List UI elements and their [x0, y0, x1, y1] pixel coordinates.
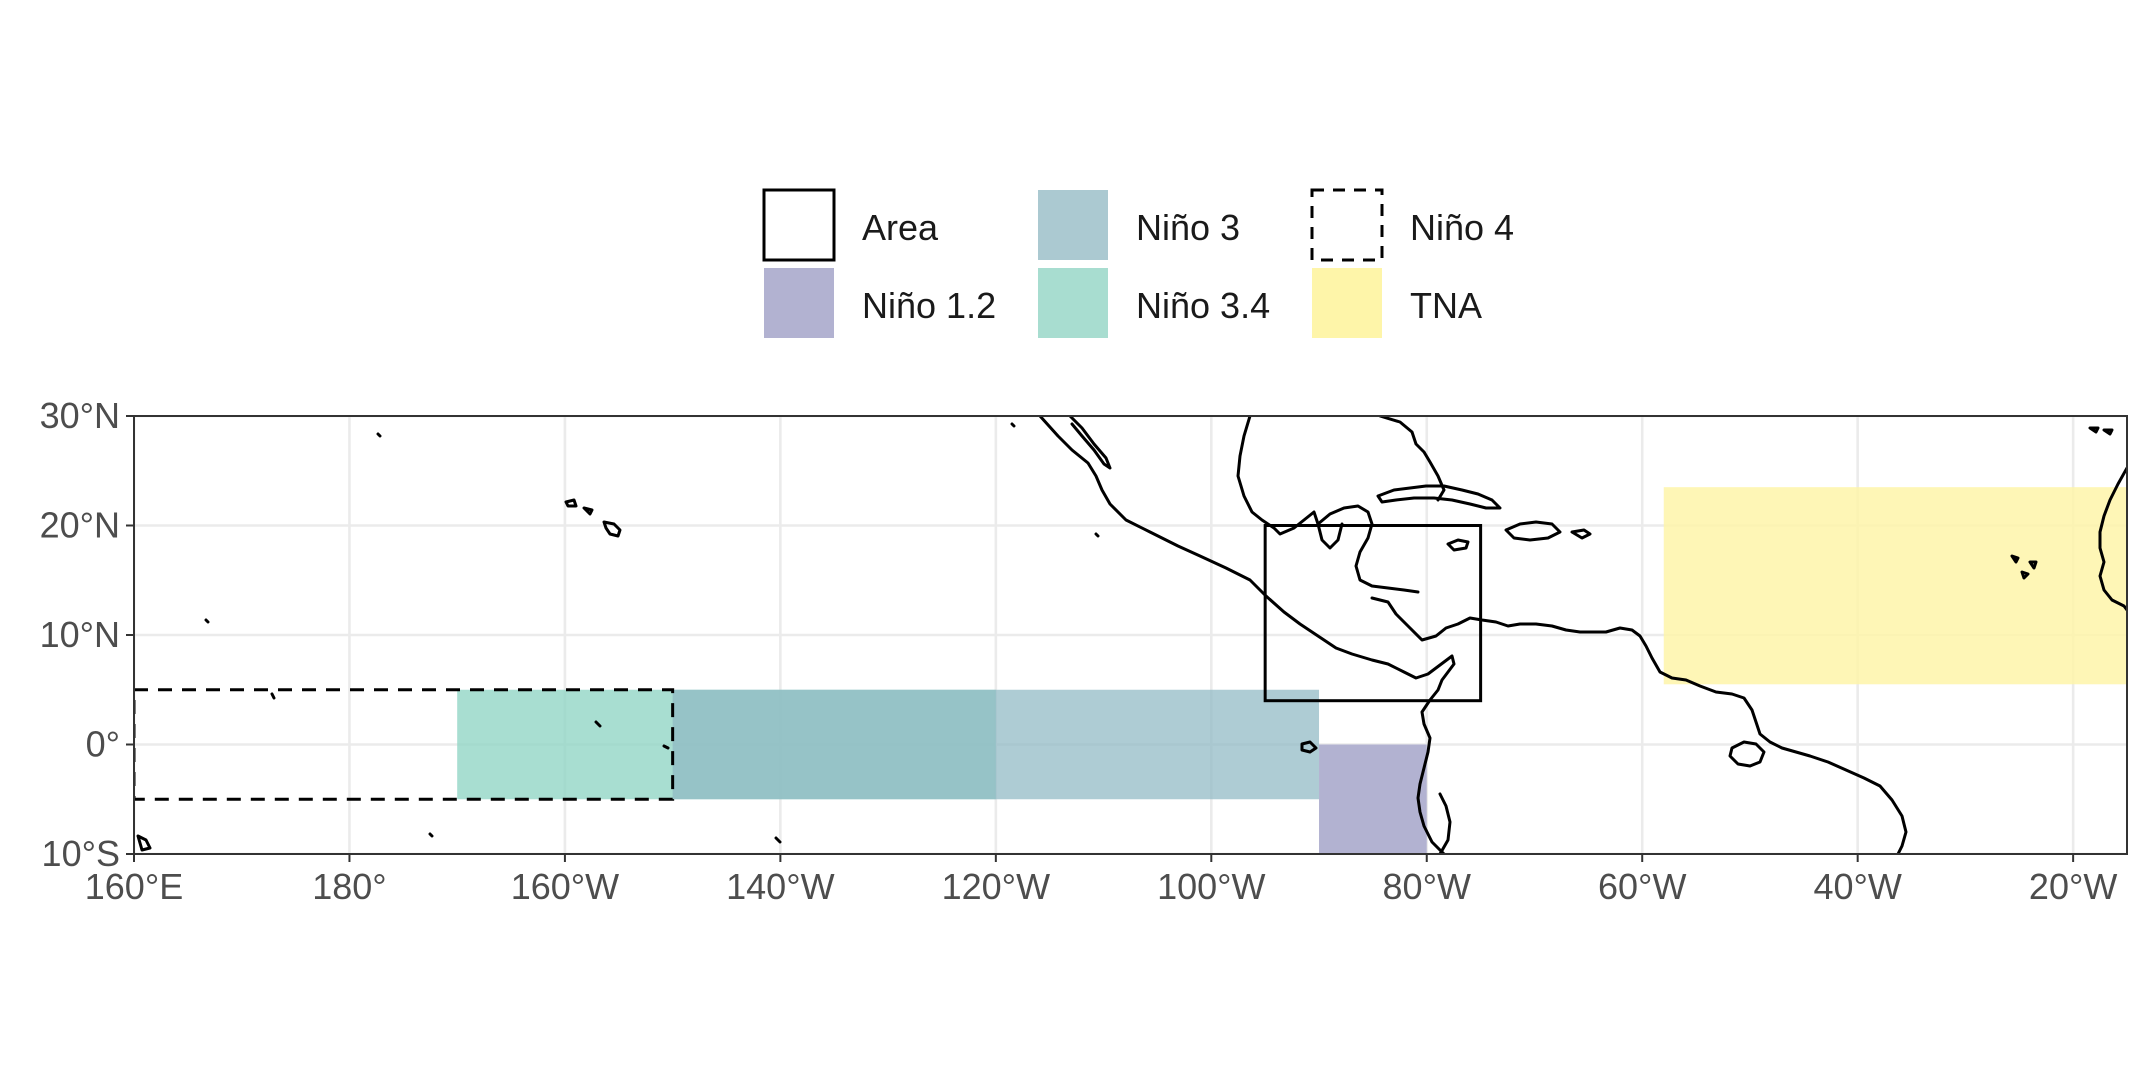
- coastline-hawaii-big: [602, 520, 622, 538]
- legend-key-nino4: [1310, 188, 1384, 262]
- coastline-hawaii-2: [582, 506, 594, 516]
- region-nino12: [1319, 744, 1427, 854]
- legend-label-nino4: Niño 4: [1410, 207, 1514, 248]
- legend-item-nino3: Niño 3: [1038, 190, 1240, 260]
- coastline-baja-california: [1068, 416, 1112, 470]
- coastline-hawaii-1: [564, 498, 578, 508]
- regions: [457, 487, 2127, 854]
- coastline-cape-verde: [2010, 554, 2038, 580]
- map-panel: [133, 415, 2128, 855]
- legend-key-area: [762, 188, 836, 262]
- y-tick-label: 30°N: [40, 395, 120, 436]
- legend-key-nino34: [1038, 268, 1108, 338]
- x-tick-label: 160°W: [511, 866, 619, 907]
- x-tick-label: 180°: [312, 866, 386, 907]
- region-outlines: [134, 524, 1483, 801]
- x-tick-label: 60°W: [1598, 866, 1686, 907]
- legend-item-nino12: Niño 1.2: [764, 268, 996, 338]
- legend-item-tna: TNA: [1312, 268, 1482, 338]
- region-nino3: [672, 689, 1320, 800]
- coastline-gulf-of-mexico: [1236, 416, 1344, 550]
- coastline-puerto-rico: [1570, 528, 1592, 540]
- coastline-hispaniola: [1504, 520, 1562, 542]
- coastline-south-america-inland: [1438, 792, 1452, 854]
- coastline-jamaica: [1446, 538, 1470, 552]
- legend-label-nino3: Niño 3: [1136, 207, 1240, 248]
- axes: 160°E 180° 160°W 140°W 120°W 100°W 80°W 60°W 40°…: [40, 395, 2118, 907]
- coastline-pacific-islets: [136, 422, 1100, 852]
- x-tick-label: 40°W: [1813, 866, 1901, 907]
- x-tick-label: 20°W: [2029, 866, 2117, 907]
- coastline-americas-pacific: [1038, 416, 1456, 854]
- region-tna: [1663, 487, 2127, 685]
- legend-key-nino3: [1038, 190, 1108, 260]
- coastline-cuba: [1376, 484, 1502, 510]
- coastline-central-america-caribbean: [1370, 596, 1908, 854]
- x-tick-label: 80°W: [1383, 866, 1471, 907]
- legend-key-tna: [1312, 268, 1382, 338]
- legend-label-tna: TNA: [1410, 285, 1482, 326]
- legend-item-nino34: Niño 3.4: [1038, 268, 1270, 338]
- x-tick-label: 160°E: [85, 866, 183, 907]
- region-nino4: [134, 688, 675, 801]
- y-tick-label: 10°N: [40, 614, 120, 655]
- coastline-canary: [2088, 426, 2114, 436]
- coastline-amazon-mouth: [1728, 740, 1766, 768]
- y-tick-label: 10°S: [42, 833, 120, 874]
- legend-label-nino12: Niño 1.2: [862, 285, 996, 326]
- coastline-yucatan: [1316, 504, 1420, 594]
- legend-item-area: Area: [762, 188, 939, 262]
- legend-label-nino34: Niño 3.4: [1136, 285, 1270, 326]
- legend-item-nino4: Niño 4: [1310, 188, 1514, 262]
- y-tick-label: 0°: [86, 724, 120, 765]
- y-tick-label: 20°N: [40, 505, 120, 546]
- coastlines: [136, 416, 2127, 854]
- coastline-galapagos: [1300, 740, 1318, 754]
- coastline-west-africa: [2098, 466, 2127, 612]
- legend: Area Niño 1.2 Niño 3 Niño 3.4 Niño 4 TNA: [762, 188, 1514, 338]
- legend-label-area: Area: [862, 207, 939, 248]
- x-tick-label: 100°W: [1157, 866, 1265, 907]
- region-area: [1263, 524, 1483, 703]
- legend-key-nino12: [764, 268, 834, 338]
- x-tick-label: 140°W: [726, 866, 834, 907]
- x-tick-label: 120°W: [942, 866, 1050, 907]
